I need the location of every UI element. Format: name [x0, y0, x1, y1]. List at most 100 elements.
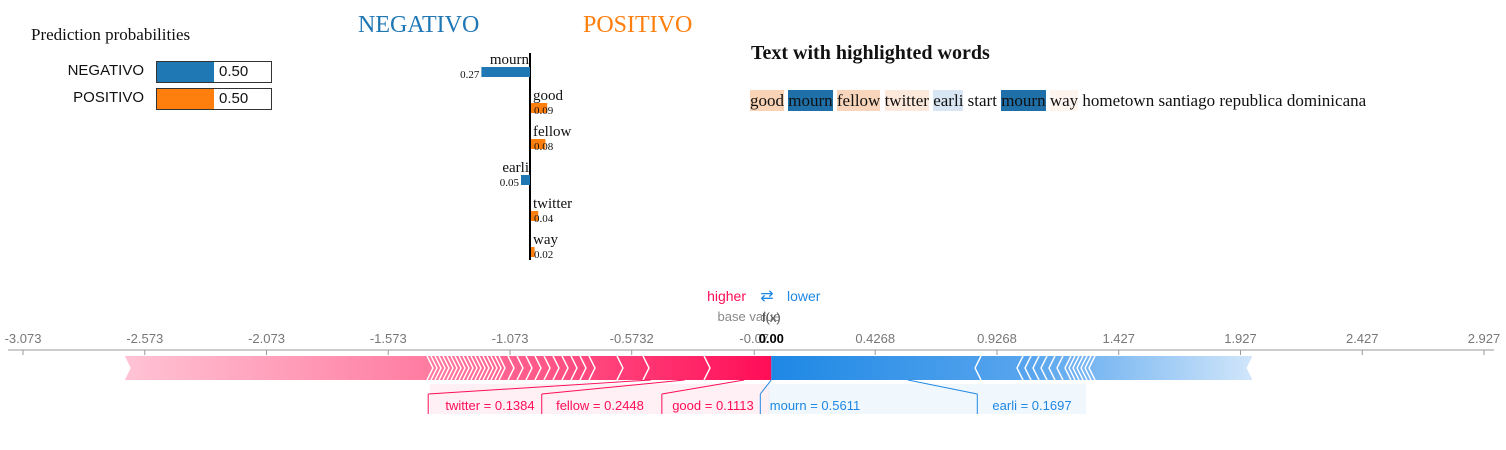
feature-name: mourn — [490, 52, 530, 68]
prob-label: POSITIVO — [73, 89, 144, 106]
force-chevron — [458, 355, 466, 381]
feature-value-label: 0.09 — [534, 105, 554, 117]
label-connector — [907, 379, 978, 395]
feature-bar-twitter — [531, 211, 539, 221]
force-chevron — [438, 355, 446, 381]
highlighted-word: mourn — [788, 90, 833, 111]
highlighted-word: way — [1049, 90, 1079, 111]
prob-row-negativo: NEGATIVO 0.50 — [0, 61, 280, 83]
highlighted-word: santiago — [1158, 91, 1216, 110]
label-connector — [759, 379, 772, 395]
force-chevron — [466, 355, 474, 381]
force-chevron — [482, 355, 490, 381]
force-chevron — [561, 355, 569, 381]
feature-name: earli — [502, 160, 529, 176]
force-chevron — [494, 355, 502, 381]
force-chevron — [1076, 355, 1084, 381]
force-feature-label: twitter = 0.1384 — [445, 398, 534, 413]
axis-tick-label: -0.07 — [739, 331, 769, 346]
force-chevron — [498, 355, 506, 381]
force-chevron — [534, 355, 542, 381]
label-fade-positive — [430, 384, 770, 414]
feature-bar-good — [531, 103, 548, 113]
highlighted-word: dominicana — [1286, 91, 1367, 110]
base-value-label: base value — [718, 309, 781, 324]
force-chevron — [552, 355, 560, 381]
force-chevron — [1064, 355, 1072, 381]
prob-bar: 0.50 — [156, 61, 272, 83]
feature-value-label: 0.04 — [534, 213, 554, 225]
label-connector — [428, 379, 651, 395]
feature-name: twitter — [533, 196, 572, 212]
force-chevron — [543, 355, 551, 381]
force-band-positive — [124, 356, 772, 380]
force-chevron — [1048, 355, 1056, 381]
force-chevron — [478, 355, 486, 381]
axis-tick-label: 1.927 — [1224, 331, 1257, 346]
prob-bar-fill — [157, 89, 214, 109]
swap-arrows-icon: ⇄ — [760, 286, 773, 305]
highlighted-word: hometown — [1082, 91, 1155, 110]
feature-bar-fellow — [531, 139, 546, 149]
force-feature-label: mourn = 0.5611 — [770, 398, 860, 413]
axis-tick-label: 2.427 — [1346, 331, 1379, 346]
prob-value: 0.50 — [219, 63, 249, 80]
label-connector — [661, 379, 745, 395]
axis-tick-label: 0.9268 — [977, 331, 1017, 346]
axis-tick-label: 0.4268 — [855, 331, 895, 346]
feature-name: way — [533, 232, 558, 248]
label-fade-negative — [768, 384, 1086, 414]
feature-value-label: 0.02 — [534, 249, 553, 261]
force-chevron — [450, 355, 458, 381]
higher-label: higher — [707, 288, 746, 304]
highlighted-word: twitter — [884, 90, 929, 111]
axis-tick-label: 1.427 — [1102, 331, 1135, 346]
force-chevron — [486, 355, 494, 381]
force-feature-label: good = 0.1113 — [672, 398, 754, 413]
axis-tick-label: -1.573 — [370, 331, 407, 346]
force-chevron — [1016, 355, 1024, 381]
force-chevron — [1088, 355, 1096, 381]
force-chevron — [1040, 355, 1048, 381]
fx-value: 0.00 — [759, 331, 784, 346]
force-chevron — [507, 355, 515, 381]
prediction-title: Prediction probabilities — [31, 25, 191, 44]
force-chevron — [1024, 355, 1032, 381]
prob-value: 0.50 — [219, 90, 249, 107]
force-chevron — [579, 355, 587, 381]
highlighted-word: republica — [1219, 91, 1283, 110]
force-chevron — [703, 355, 711, 381]
force-chevron — [442, 355, 450, 381]
force-chevron — [446, 355, 454, 381]
force-chevron — [1084, 355, 1092, 381]
class-header-negativo: NEGATIVO — [358, 12, 480, 38]
axis-tick-label: 2.927 — [1468, 331, 1501, 346]
force-chevron — [616, 355, 624, 381]
feature-bar-mourn — [481, 67, 530, 77]
force-feature-label: earli = 0.1697 — [992, 398, 1071, 413]
force-band-negative — [771, 356, 1253, 380]
force-feature-label: fellow = 0.2448 — [556, 398, 644, 413]
feature-value-label: 0.05 — [500, 177, 520, 189]
force-chevron — [974, 355, 982, 381]
force-chevron — [1068, 355, 1076, 381]
prob-bar: 0.50 — [156, 88, 272, 110]
highlighted-word: mourn — [1001, 90, 1046, 111]
force-chevron — [588, 355, 596, 381]
axis-tick-label: -1.073 — [492, 331, 529, 346]
force-chevron — [1080, 355, 1088, 381]
force-chevron — [454, 355, 462, 381]
highlighted-text: good mourn fellow twitter earli start mo… — [750, 90, 1367, 111]
feature-bar-way — [531, 247, 535, 257]
axis-tick-label: -3.073 — [5, 331, 42, 346]
highlighted-word: good — [750, 90, 784, 111]
force-chevron — [490, 355, 498, 381]
highlighted-word: fellow — [836, 90, 881, 111]
force-chevron — [470, 355, 478, 381]
highlight-title: Text with highlighted words — [751, 42, 990, 64]
force-chevron — [642, 355, 650, 381]
force-chevron — [462, 355, 470, 381]
force-chevron — [426, 355, 434, 381]
